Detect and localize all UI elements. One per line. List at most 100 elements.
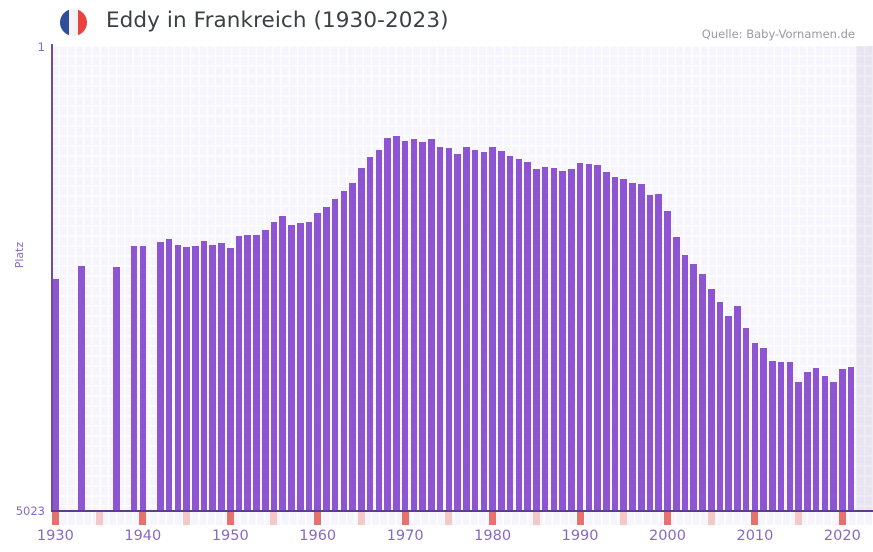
bar-1937[interactable]	[113, 267, 120, 511]
bar-2016[interactable]	[804, 371, 811, 511]
bar-1976[interactable]	[454, 153, 461, 511]
bar-1958[interactable]	[296, 223, 304, 511]
bar-1986[interactable]	[541, 166, 549, 511]
bar-1970[interactable]	[401, 141, 409, 511]
bar-1998[interactable]	[646, 195, 654, 511]
y-axis-tick-bottom: 5023	[15, 504, 45, 518]
bar-2005[interactable]	[707, 289, 715, 511]
bar-1973[interactable]	[428, 138, 435, 511]
bar-1959[interactable]	[305, 221, 313, 511]
bar-1991[interactable]	[585, 164, 593, 511]
bar-1955[interactable]	[270, 221, 278, 511]
bar-2011[interactable]	[760, 347, 767, 511]
bar-1988[interactable]	[559, 171, 566, 511]
bar-1945[interactable]	[183, 247, 190, 511]
bar-2002[interactable]	[681, 254, 689, 511]
bar-2010[interactable]	[751, 343, 759, 511]
bar-2018[interactable]	[821, 375, 829, 511]
bar-1953[interactable]	[253, 234, 260, 511]
bar-2014[interactable]	[786, 362, 794, 511]
bar-1954[interactable]	[261, 230, 269, 511]
y-axis-title: Platz	[12, 241, 26, 269]
bar-1964[interactable]	[349, 183, 356, 511]
bar-2008[interactable]	[734, 306, 741, 511]
x-tick-mark-1970	[401, 512, 409, 525]
bar-2001[interactable]	[672, 236, 680, 511]
bar-1966[interactable]	[366, 157, 374, 511]
bar-2020[interactable]	[839, 369, 846, 511]
no-data-shaded-region	[855, 46, 873, 511]
bar-2000[interactable]	[664, 210, 671, 511]
bar-1947[interactable]	[200, 241, 208, 511]
bar-2009[interactable]	[742, 327, 750, 511]
bar-2017[interactable]	[812, 368, 820, 511]
bar-1956[interactable]	[279, 215, 287, 511]
x-axis-tick-strip	[51, 512, 873, 525]
x-axis-label-2020: 2020	[823, 528, 861, 544]
bar-1972[interactable]	[419, 141, 426, 511]
bar-1939[interactable]	[130, 246, 138, 511]
bar-1984[interactable]	[524, 162, 531, 511]
x-axis-label-1930: 1930	[36, 528, 74, 544]
bar-1942[interactable]	[157, 241, 164, 511]
bar-1950[interactable]	[226, 247, 234, 511]
x-axis-label-2000: 2000	[649, 528, 686, 544]
bar-1951[interactable]	[235, 235, 243, 511]
bar-2019[interactable]	[830, 381, 837, 511]
bar-1944[interactable]	[174, 245, 182, 511]
x-tick-mark-1945	[183, 512, 191, 525]
bar-1940[interactable]	[139, 245, 147, 511]
bar-1995[interactable]	[620, 178, 628, 511]
bar-1952[interactable]	[244, 235, 252, 511]
bar-1960[interactable]	[314, 212, 321, 511]
bar-2013[interactable]	[777, 362, 785, 511]
bar-1978[interactable]	[471, 150, 479, 511]
bar-1962[interactable]	[331, 198, 339, 511]
bar-1997[interactable]	[637, 183, 645, 511]
bar-1949[interactable]	[218, 242, 225, 511]
bar-1930[interactable]	[52, 278, 59, 511]
bar-2003[interactable]	[690, 264, 698, 511]
bar-2007[interactable]	[725, 315, 732, 511]
x-tick-mark-1990	[576, 512, 584, 525]
bar-1975[interactable]	[445, 147, 453, 511]
bar-1969[interactable]	[393, 136, 400, 511]
bar-1943[interactable]	[165, 238, 173, 511]
bar-1965[interactable]	[358, 168, 365, 511]
bar-1974[interactable]	[436, 147, 444, 511]
bar-1971[interactable]	[410, 139, 418, 511]
x-axis-label-1950: 1950	[211, 528, 249, 544]
bar-2004[interactable]	[699, 273, 706, 511]
bar-2015[interactable]	[795, 381, 802, 511]
bar-2012[interactable]	[769, 361, 776, 511]
bar-1961[interactable]	[323, 206, 330, 511]
bar-1985[interactable]	[533, 168, 540, 511]
bar-1933[interactable]	[78, 265, 85, 511]
bar-1946[interactable]	[191, 245, 199, 511]
bar-1990[interactable]	[576, 162, 584, 511]
bar-1996[interactable]	[629, 183, 636, 511]
bar-1999[interactable]	[655, 194, 663, 511]
bar-1987[interactable]	[550, 167, 558, 511]
bar-2006[interactable]	[716, 302, 724, 511]
bar-1982[interactable]	[506, 155, 514, 511]
bar-1977[interactable]	[463, 146, 470, 511]
bar-1993[interactable]	[602, 172, 610, 511]
bar-1989[interactable]	[568, 169, 575, 511]
x-axis-label-1970: 1970	[386, 528, 424, 544]
bar-1968[interactable]	[384, 137, 391, 511]
bar-1979[interactable]	[480, 152, 488, 511]
bar-1992[interactable]	[594, 165, 601, 511]
bar-1980[interactable]	[489, 147, 496, 511]
bar-1983[interactable]	[515, 159, 523, 511]
bar-1963[interactable]	[340, 191, 348, 511]
bar-1981[interactable]	[498, 151, 505, 511]
x-tick-mark-1935	[95, 512, 103, 525]
bar-1948[interactable]	[209, 245, 217, 511]
bar-1957[interactable]	[288, 224, 295, 511]
bar-1994[interactable]	[611, 176, 619, 511]
bar-1967[interactable]	[375, 149, 383, 511]
chart-plot-area	[51, 46, 873, 511]
bar-2021[interactable]	[847, 367, 855, 511]
